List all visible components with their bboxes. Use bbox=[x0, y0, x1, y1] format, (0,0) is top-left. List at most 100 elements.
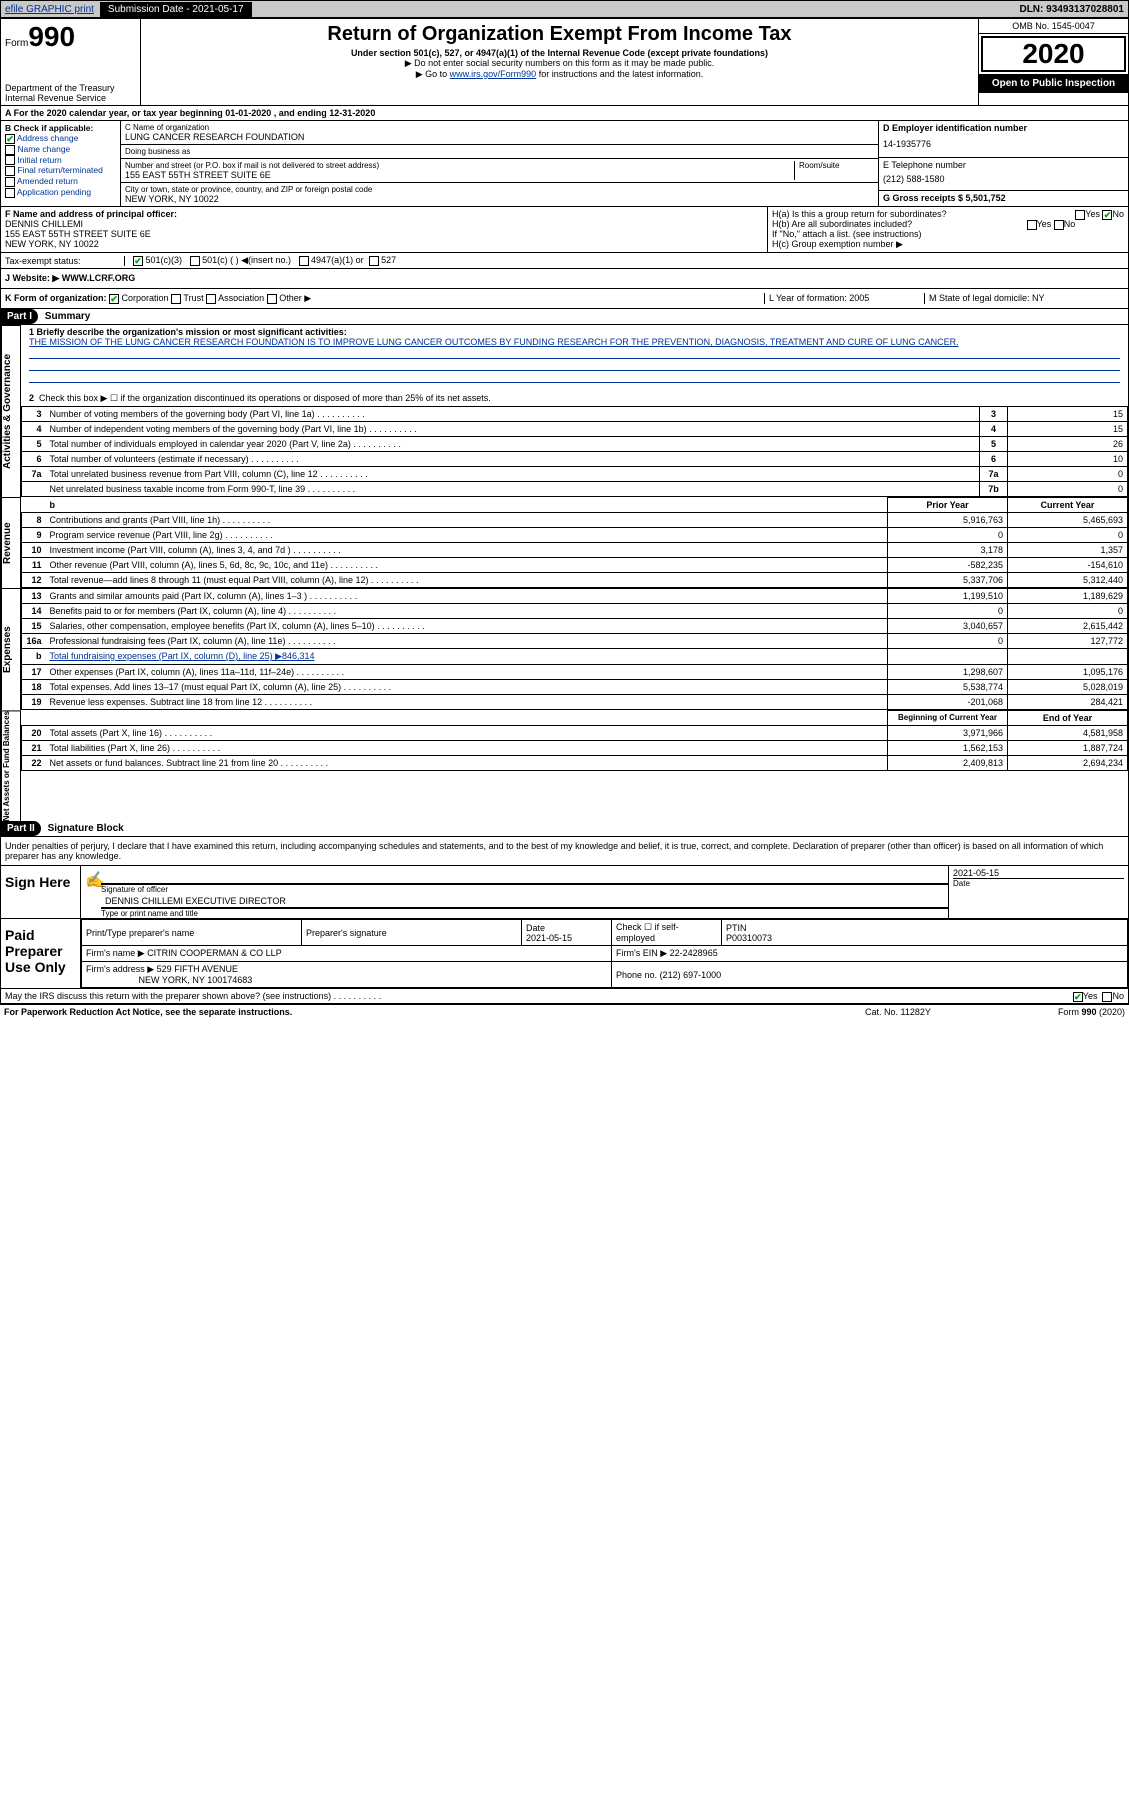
footer-right: Form 990 (2020) bbox=[985, 1007, 1125, 1017]
table-row: 19Revenue less expenses. Subtract line 1… bbox=[22, 695, 1128, 710]
table-row: 11Other revenue (Part VIII, column (A), … bbox=[22, 558, 1128, 573]
paid-table: Print/Type preparer's name Preparer's si… bbox=[81, 919, 1128, 988]
subtitle-1: Under section 501(c), 527, or 4947(a)(1)… bbox=[147, 48, 972, 58]
boxb-item[interactable]: Amended return bbox=[5, 176, 116, 187]
boxb-item[interactable]: Application pending bbox=[5, 187, 116, 198]
end-year-hdr: End of Year bbox=[1008, 711, 1128, 726]
form-num: 990 bbox=[28, 21, 75, 52]
k-other: Other ▶ bbox=[279, 293, 311, 303]
table-row: 8Contributions and grants (Part VIII, li… bbox=[22, 513, 1128, 528]
firm-addr-label: Firm's address ▶ bbox=[86, 964, 154, 974]
firm-addr2: NEW YORK, NY 100174683 bbox=[139, 975, 253, 985]
sign-here-label: Sign Here bbox=[1, 866, 81, 918]
addr-label: Number and street (or P.O. box if mail i… bbox=[125, 161, 794, 170]
phone-label: E Telephone number bbox=[883, 160, 1124, 170]
info-grid: B Check if applicable: ✔ Address change … bbox=[1, 121, 1128, 207]
firm-phone-label: Phone no. bbox=[616, 970, 657, 980]
efile-link[interactable]: efile GRAPHIC print bbox=[1, 4, 98, 15]
ha-no-cb[interactable]: ✔ bbox=[1102, 210, 1112, 220]
line2: Check this box ▶ ☐ if the organization d… bbox=[39, 393, 491, 403]
dba-label: Doing business as bbox=[125, 147, 874, 156]
corp-cb[interactable]: ✔ bbox=[109, 294, 119, 304]
ha-label: H(a) Is this a group return for subordin… bbox=[772, 209, 947, 219]
opt-501c: 501(c) ( ) ◀(insert no.) bbox=[202, 255, 291, 265]
prior-year-hdr: Prior Year bbox=[888, 498, 1008, 513]
discuss-yes-cb[interactable]: ✔ bbox=[1073, 992, 1083, 1002]
irs-link[interactable]: www.irs.gov/Form990 bbox=[450, 69, 537, 79]
table-row: 6Total number of volunteers (estimate if… bbox=[22, 452, 1128, 467]
sub3-pre: ▶ Go to bbox=[416, 69, 450, 79]
firm-name-label: Firm's name ▶ bbox=[86, 948, 145, 958]
form-title: Return of Organization Exempt From Incom… bbox=[147, 23, 972, 46]
part1-header: Part I Summary bbox=[1, 309, 1128, 325]
table-row: 17Other expenses (Part IX, column (A), l… bbox=[22, 665, 1128, 680]
phone-value: (212) 588-1580 bbox=[883, 170, 1124, 188]
boxb-item[interactable]: Final return/terminated bbox=[5, 165, 116, 176]
table-row: 20Total assets (Part X, line 16)3,971,96… bbox=[22, 726, 1128, 741]
table-row: 22Net assets or fund balances. Subtract … bbox=[22, 756, 1128, 771]
curr-year-hdr: Current Year bbox=[1008, 498, 1128, 513]
assoc-cb[interactable] bbox=[206, 294, 216, 304]
table-row: 21Total liabilities (Part X, line 26)1,5… bbox=[22, 741, 1128, 756]
box-b: B Check if applicable: ✔ Address change … bbox=[1, 121, 121, 206]
discuss-no-cb[interactable] bbox=[1102, 992, 1112, 1002]
hb-no-cb[interactable] bbox=[1054, 220, 1064, 230]
line1-label: 1 Briefly describe the organization's mi… bbox=[29, 327, 1120, 337]
box-h: H(a) Is this a group return for subordin… bbox=[768, 207, 1128, 252]
527-cb[interactable] bbox=[369, 256, 379, 266]
table-row: 5Total number of individuals employed in… bbox=[22, 437, 1128, 452]
boxb-item[interactable]: ✔ Address change bbox=[5, 133, 116, 144]
k-org-row: K Form of organization: ✔ Corporation Tr… bbox=[1, 289, 1128, 309]
h-c: H(c) Group exemption number ▶ bbox=[772, 239, 1124, 250]
website-value: WWW.LCRF.ORG bbox=[62, 273, 136, 283]
form-number: Form990 bbox=[5, 21, 136, 53]
boxb-item[interactable]: Initial return bbox=[5, 155, 116, 166]
paid-preparer-row: Paid Preparer Use Only Print/Type prepar… bbox=[1, 918, 1128, 988]
part2-header: Part II Signature Block bbox=[1, 821, 1128, 837]
discuss-row: May the IRS discuss this return with the… bbox=[1, 988, 1128, 1003]
blueline-1 bbox=[29, 347, 1120, 359]
4947-cb[interactable] bbox=[299, 256, 309, 266]
side-ag: Activities & Governance bbox=[1, 325, 21, 497]
header-left: Form990 Department of the Treasury Inter… bbox=[1, 19, 141, 105]
signature-block: Under penalties of perjury, I declare th… bbox=[1, 837, 1128, 1003]
table-row: Net unrelated business taxable income fr… bbox=[22, 482, 1128, 497]
501c3-cb[interactable]: ✔ bbox=[133, 256, 143, 266]
sig-date-label: Date bbox=[953, 878, 1124, 888]
firm-ein-label: Firm's EIN ▶ bbox=[616, 948, 667, 958]
501c-cb[interactable] bbox=[190, 256, 200, 266]
hb-no: No bbox=[1064, 219, 1076, 229]
other-cb[interactable] bbox=[267, 294, 277, 304]
ha-yes: Yes bbox=[1085, 209, 1100, 219]
hb-yes-cb[interactable] bbox=[1027, 220, 1037, 230]
boxb-item[interactable]: Name change bbox=[5, 144, 116, 155]
dept-label: Department of the Treasury Internal Reve… bbox=[5, 83, 136, 103]
officer-addr2: NEW YORK, NY 10022 bbox=[5, 239, 763, 249]
table-row: bTotal fundraising expenses (Part IX, co… bbox=[22, 649, 1128, 665]
rev-header-row: b Prior Year Current Year bbox=[22, 498, 1128, 513]
part2-title: Signature Block bbox=[44, 821, 128, 836]
officer-name-title: DENNIS CHILLEMI EXECUTIVE DIRECTOR bbox=[101, 894, 948, 908]
ha-yes-cb[interactable] bbox=[1075, 210, 1085, 220]
firm-ein: 22-2428965 bbox=[670, 948, 718, 958]
omb: OMB No. 1545-0047 bbox=[979, 19, 1128, 34]
tax-label: Tax-exempt status: bbox=[5, 256, 125, 266]
sig-officer-label: Signature of officer bbox=[101, 884, 948, 894]
netassets-section: Net Assets or Fund Balances Beginning of… bbox=[1, 710, 1128, 821]
l-year: L Year of formation: 2005 bbox=[764, 293, 924, 304]
table-row: 4Number of independent voting members of… bbox=[22, 422, 1128, 437]
website-label: J Website: ▶ bbox=[5, 273, 59, 283]
sig-date: 2021-05-15 bbox=[953, 868, 1124, 878]
table-row: 18Total expenses. Add lines 13–17 (must … bbox=[22, 680, 1128, 695]
opt-527: 527 bbox=[381, 255, 396, 265]
sign-here-row: Sign Here ✍ Signature of officer DENNIS … bbox=[1, 865, 1128, 918]
footer-left: For Paperwork Reduction Act Notice, see … bbox=[4, 1007, 865, 1017]
officer-label: F Name and address of principal officer: bbox=[5, 209, 763, 219]
header: Form990 Department of the Treasury Inter… bbox=[1, 19, 1128, 106]
mission-text: THE MISSION OF THE LUNG CANCER RESEARCH … bbox=[29, 337, 1120, 347]
trust-cb[interactable] bbox=[171, 294, 181, 304]
side-exp: Expenses bbox=[1, 588, 21, 710]
city-state-zip: NEW YORK, NY 10022 bbox=[125, 194, 874, 204]
dln: DLN: 93493137028801 bbox=[1019, 4, 1128, 15]
paid-label: Paid Preparer Use Only bbox=[1, 919, 81, 988]
